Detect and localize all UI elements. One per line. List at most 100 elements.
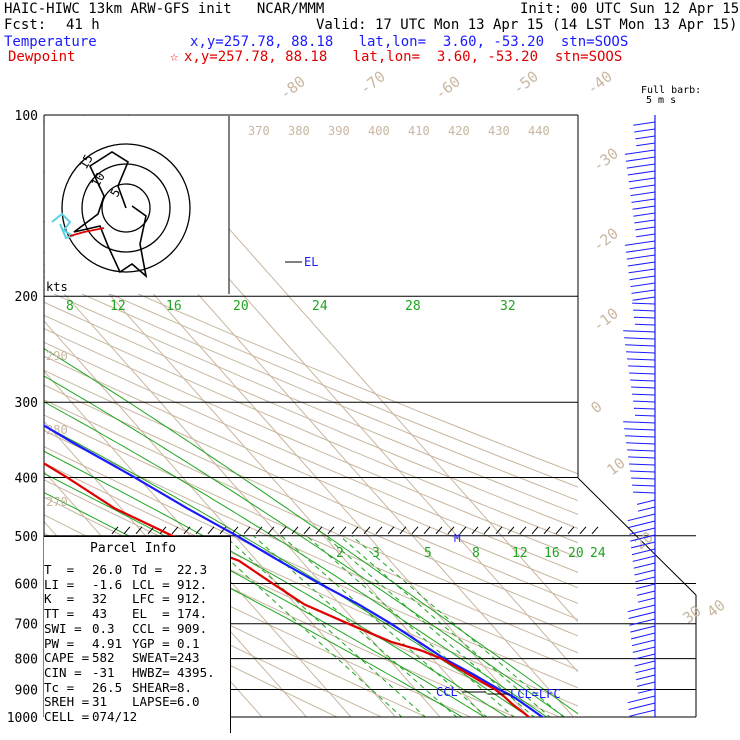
hodograph-ring bbox=[61, 143, 191, 273]
theta-label: 380 bbox=[288, 124, 310, 138]
freezing-hatch-mark bbox=[123, 526, 131, 535]
wind-barb bbox=[625, 344, 656, 347]
dry-adiabat-line bbox=[44, 328, 578, 558]
parcel-info-cell: 912. bbox=[177, 576, 208, 592]
freezing-hatch-mark bbox=[591, 526, 599, 535]
dry-adiabat-line bbox=[44, 399, 578, 637]
parcel-info-cell: PW = bbox=[44, 635, 75, 651]
wind-barb bbox=[630, 379, 656, 382]
lcl-lfc-label: LCL=LFC bbox=[510, 687, 561, 701]
wind-barb bbox=[627, 358, 656, 361]
theta-label: 370 bbox=[248, 124, 270, 138]
wind-barb bbox=[624, 337, 656, 340]
dry-adiabat-line bbox=[44, 314, 578, 544]
temperature-legend: Temperature bbox=[4, 34, 97, 50]
mixing-ratio-line bbox=[306, 535, 515, 717]
dry-adiabat-line bbox=[44, 288, 578, 515]
parcel-info-cell: 31 bbox=[92, 694, 108, 710]
pressure-tick-label: 900 bbox=[15, 683, 38, 698]
theta-label: 430 bbox=[488, 124, 510, 138]
parcel-info-cell: CIN = bbox=[44, 664, 82, 680]
wind-barb bbox=[635, 135, 656, 140]
parcel-info-cell: 0.3 bbox=[92, 620, 115, 636]
freezing-hatch-mark bbox=[495, 526, 503, 535]
parcel-info-cell: 074/12 bbox=[92, 709, 138, 724]
pressure-tick-label: 200 bbox=[15, 290, 38, 305]
hodograph-storm-motion bbox=[69, 227, 105, 237]
isotherm-label: -60 bbox=[431, 72, 463, 103]
freezing-hatch-mark bbox=[579, 526, 587, 535]
freezing-hatch-mark bbox=[519, 526, 527, 535]
parcel-info-cell: YGP = bbox=[132, 635, 170, 651]
wind-barb bbox=[632, 555, 656, 562]
dry-adiabat-line bbox=[44, 384, 578, 621]
parcel-info-cell: 26.0 bbox=[92, 562, 123, 577]
parcel-info-cell: -31 bbox=[92, 664, 115, 680]
dry-adiabat-line bbox=[44, 570, 339, 717]
mixing-ratio-label: 12 bbox=[110, 299, 126, 314]
wind-barb bbox=[631, 198, 656, 203]
hodograph-ring bbox=[81, 163, 171, 253]
wind-barb bbox=[634, 660, 656, 667]
dry-adiabat-line bbox=[44, 369, 578, 604]
freezing-hatch-mark bbox=[339, 526, 347, 535]
wind-barb bbox=[627, 695, 656, 704]
parcel-info-cell: SHEAR= bbox=[132, 679, 178, 695]
isotherm-line bbox=[44, 420, 308, 717]
mixing-ratio-label: 5 bbox=[424, 546, 432, 561]
freezing-hatch-mark bbox=[315, 526, 323, 535]
isotherm-label: 10 bbox=[603, 454, 628, 479]
mixed-layer-label: M bbox=[454, 532, 461, 545]
annotations: EL M CCL LCL=LFC bbox=[285, 255, 561, 701]
wind-barb bbox=[625, 156, 656, 162]
wind-barb bbox=[636, 583, 656, 590]
mixing-ratio-label: 8 bbox=[66, 299, 74, 314]
parcel-info-cell: T = bbox=[44, 562, 75, 577]
mixing-ratio-line bbox=[253, 535, 458, 717]
freezing-hatch-mark bbox=[279, 526, 287, 535]
wind-barb bbox=[629, 709, 656, 717]
wind-barb bbox=[631, 548, 656, 556]
mixing-ratio-label: 16 bbox=[166, 299, 182, 314]
wind-barb bbox=[632, 484, 656, 487]
ccl-label: CCL bbox=[436, 685, 458, 699]
parcel-info-cell: 6.0 bbox=[177, 694, 200, 710]
sounding-profiles bbox=[44, 424, 546, 717]
freezing-hatch-mark bbox=[507, 526, 515, 535]
freezing-hatch-mark bbox=[399, 526, 407, 535]
parcel-info-cell: CELL = bbox=[44, 709, 90, 724]
theta-label: 420 bbox=[448, 124, 470, 138]
dewpoint-legend: Dewpoint bbox=[8, 49, 76, 65]
wind-barb bbox=[635, 323, 656, 326]
isotherm-label: -10 bbox=[589, 304, 621, 335]
wind-barb bbox=[630, 541, 656, 549]
isotherm-label: 0 bbox=[587, 397, 605, 417]
mixing-ratio-line bbox=[324, 535, 535, 717]
parcel-info-cell: SWEAT= bbox=[132, 650, 178, 666]
freezing-hatch-mark bbox=[303, 526, 311, 535]
wind-barb bbox=[628, 177, 656, 183]
wind-barb bbox=[626, 163, 656, 169]
parcel-info-cell: Tc = bbox=[44, 679, 75, 695]
wind-barb bbox=[626, 351, 656, 354]
isotherm-label: -80 bbox=[276, 72, 308, 103]
wind-barb bbox=[634, 316, 656, 319]
mixing-ratio-label: 8 bbox=[472, 546, 480, 561]
right-axis-bevel bbox=[577, 477, 697, 596]
header-init: Init: 00 UTC Sun 12 Apr 15 bbox=[520, 1, 740, 17]
wind-barb bbox=[630, 534, 656, 542]
dry-adiabat-line bbox=[44, 251, 578, 475]
freezing-hatch-mark bbox=[483, 526, 491, 535]
parcel-info-cell: 0.1 bbox=[177, 635, 200, 651]
wind-barb bbox=[628, 268, 656, 274]
hodograph-units-label: kts bbox=[46, 280, 68, 294]
wind-barb bbox=[636, 499, 656, 505]
wind-barb bbox=[634, 219, 656, 224]
mixing-ratio-lines bbox=[202, 535, 565, 717]
wind-barb bbox=[629, 618, 656, 626]
freezing-hatch-mark bbox=[327, 526, 335, 535]
wind-barb bbox=[637, 688, 656, 694]
freezing-hatch-mark bbox=[435, 526, 443, 535]
wind-barbs bbox=[623, 115, 656, 717]
